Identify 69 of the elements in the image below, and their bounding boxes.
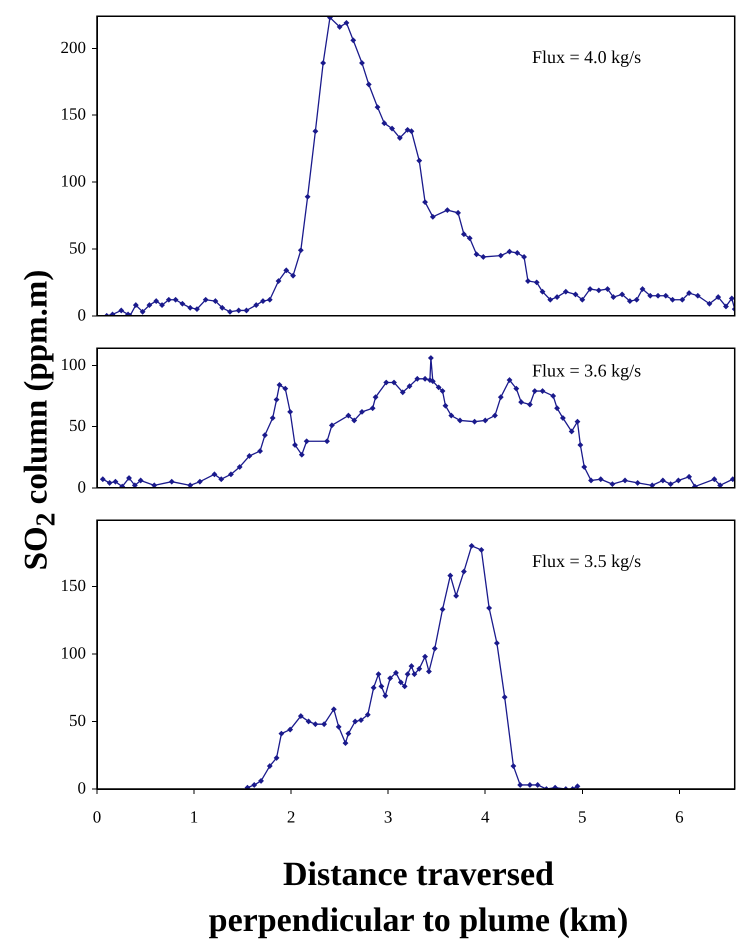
annotation: Flux = 3.6 kg/s xyxy=(532,360,642,381)
y-tick-label: 50 xyxy=(69,238,86,258)
point xyxy=(518,782,523,788)
y-tick-label: 100 xyxy=(60,354,86,374)
y-tick-label: 200 xyxy=(60,38,86,57)
point xyxy=(258,778,264,784)
point xyxy=(312,722,318,727)
point xyxy=(278,730,284,736)
point xyxy=(252,782,257,788)
point xyxy=(426,668,432,674)
point xyxy=(494,640,500,646)
point xyxy=(352,718,358,724)
annotation: Flux = 4.0 kg/s xyxy=(532,46,642,67)
point xyxy=(288,726,293,732)
y-tick-label: 150 xyxy=(60,576,86,595)
point xyxy=(510,763,516,769)
x-tick-label: 1 xyxy=(190,808,198,827)
point xyxy=(306,718,312,724)
point xyxy=(535,782,540,788)
y-tick-label: 0 xyxy=(78,305,86,324)
annotation: Flux = 3.5 kg/s xyxy=(532,550,642,571)
y-tick-label: 0 xyxy=(78,778,86,798)
point xyxy=(422,654,428,660)
point xyxy=(393,670,399,676)
point xyxy=(574,784,580,789)
point xyxy=(382,693,388,698)
point xyxy=(298,713,304,719)
point xyxy=(404,672,410,677)
point xyxy=(336,724,342,730)
point xyxy=(402,684,408,689)
y-tick-label: 50 xyxy=(69,710,86,730)
point xyxy=(387,676,393,681)
point xyxy=(527,782,533,788)
y-tick-label: 150 xyxy=(60,104,86,124)
point xyxy=(370,685,376,690)
point xyxy=(453,593,459,598)
point xyxy=(342,740,348,746)
point xyxy=(469,543,474,549)
y-tick-label: 0 xyxy=(78,477,86,496)
y-tick-label: 100 xyxy=(60,172,86,191)
point xyxy=(408,663,414,669)
point xyxy=(440,606,446,612)
point xyxy=(412,672,418,677)
point xyxy=(358,717,364,723)
point xyxy=(398,680,404,685)
point xyxy=(274,755,280,761)
point xyxy=(331,706,336,712)
point xyxy=(365,712,370,718)
point xyxy=(346,730,352,736)
x-tick-label: 0 xyxy=(92,808,102,827)
x-tick-label: 3 xyxy=(384,808,392,827)
x-tick-label: 5 xyxy=(578,808,587,827)
point xyxy=(378,684,384,689)
point xyxy=(486,605,492,611)
point xyxy=(376,672,382,677)
y-tick-label: 100 xyxy=(60,643,86,662)
point xyxy=(321,722,327,727)
x-tick-label: 4 xyxy=(481,808,490,827)
point xyxy=(432,646,438,652)
x-tick-label: 2 xyxy=(286,808,296,827)
point xyxy=(416,666,422,672)
point xyxy=(502,694,508,700)
point xyxy=(267,763,272,769)
x-axis-title: Distance traversed perpendicular to plume (km) xyxy=(208,855,630,941)
point xyxy=(461,568,467,574)
point xyxy=(448,572,453,578)
point xyxy=(478,547,484,553)
y-tick-label: 50 xyxy=(69,416,86,436)
x-tick-label: 6 xyxy=(675,808,684,827)
